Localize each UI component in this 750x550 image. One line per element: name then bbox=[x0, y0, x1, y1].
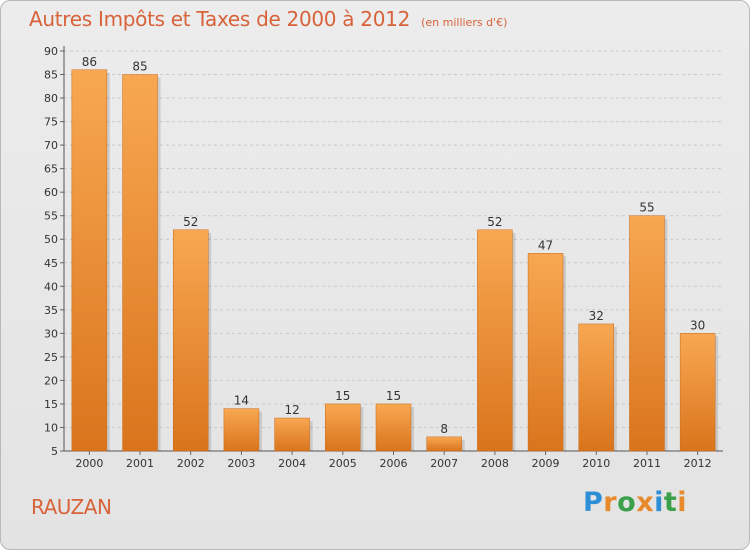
value-label-2007: 8 bbox=[440, 422, 448, 436]
x-tick-label-2009: 2009 bbox=[532, 457, 560, 470]
axes: 5 10 15 20 25 30 35 40 45 50 55 60 65 70 75 80 85 90 2000 2… bbox=[44, 45, 723, 470]
y-tick-label-30: 30 bbox=[44, 327, 58, 340]
bar-2011 bbox=[629, 215, 665, 452]
logo-letter: o bbox=[617, 487, 637, 518]
y-tick-label-35: 35 bbox=[44, 304, 58, 317]
x-tick-label-2012: 2012 bbox=[684, 457, 712, 470]
bar-2010 bbox=[578, 323, 615, 452]
bar-2008 bbox=[477, 229, 513, 452]
bar-2007 bbox=[426, 436, 462, 452]
bar-2000 bbox=[71, 69, 108, 452]
y-tick-label-45: 45 bbox=[44, 257, 58, 270]
y-tick-label-40: 40 bbox=[44, 280, 58, 293]
y-tick-label-85: 85 bbox=[44, 69, 58, 82]
value-labels: 86 85 52 14 12 15 15 8 52 47 32 55 30 bbox=[82, 55, 706, 436]
value-label-2005: 15 bbox=[335, 389, 350, 403]
value-label-2001: 85 bbox=[132, 60, 147, 74]
y-tick-label-20: 20 bbox=[44, 374, 58, 387]
x-tick-label-2002: 2002 bbox=[177, 457, 205, 470]
bar-2012 bbox=[679, 333, 716, 452]
y-tick-label-75: 75 bbox=[44, 116, 58, 129]
x-tick-label-2008: 2008 bbox=[481, 457, 509, 470]
logo-letter: P bbox=[583, 487, 604, 518]
x-tick-label-2010: 2010 bbox=[582, 457, 610, 470]
y-tick-label-70: 70 bbox=[44, 139, 58, 152]
value-label-2000: 86 bbox=[82, 55, 97, 69]
x-tick-label-2011: 2011 bbox=[633, 457, 661, 470]
y-tick-label-60: 60 bbox=[44, 186, 58, 199]
value-label-2011: 55 bbox=[639, 201, 654, 215]
bars bbox=[71, 69, 719, 452]
y-tick-label-5: 5 bbox=[51, 445, 58, 458]
logo-letter: r bbox=[603, 487, 618, 518]
y-tick-label-50: 50 bbox=[44, 233, 58, 246]
bar-2006 bbox=[375, 403, 412, 452]
logo-letter: t bbox=[663, 487, 678, 518]
bar-2003 bbox=[223, 408, 260, 452]
logo-letter: i bbox=[654, 487, 664, 518]
value-label-2009: 47 bbox=[538, 238, 553, 252]
bar-2001 bbox=[122, 74, 158, 452]
title-area: Autres Impôts et Taxes de 2000 à 2012 (e… bbox=[29, 7, 507, 31]
x-tick-label-2006: 2006 bbox=[380, 457, 408, 470]
y-tick-label-80: 80 bbox=[44, 92, 58, 105]
value-label-2012: 30 bbox=[690, 318, 705, 332]
x-tick-label-2001: 2001 bbox=[126, 457, 154, 470]
grid-lines bbox=[64, 50, 723, 428]
y-tick-label-90: 90 bbox=[44, 45, 58, 58]
y-tick-label-65: 65 bbox=[44, 163, 58, 176]
place-name: RAUZAN bbox=[31, 495, 112, 519]
value-label-2004: 12 bbox=[284, 403, 299, 417]
x-tick-label-2004: 2004 bbox=[278, 457, 306, 470]
value-label-2003: 14 bbox=[234, 394, 249, 408]
chart-subtitle: (en milliers d'€) bbox=[421, 16, 508, 29]
bar-2009 bbox=[527, 253, 564, 452]
y-tick-label-25: 25 bbox=[44, 351, 58, 364]
bar-2002 bbox=[172, 229, 209, 452]
value-label-2008: 52 bbox=[487, 215, 502, 229]
value-label-2010: 32 bbox=[589, 309, 604, 323]
y-tick-label-10: 10 bbox=[44, 421, 58, 434]
chart-title: Autres Impôts et Taxes de 2000 à 2012 bbox=[29, 7, 410, 31]
y-tick-label-55: 55 bbox=[44, 210, 58, 223]
bar-2005 bbox=[325, 403, 361, 452]
x-tick-label-2003: 2003 bbox=[227, 457, 255, 470]
bar-2004 bbox=[274, 417, 310, 452]
x-tick-label-2007: 2007 bbox=[430, 457, 458, 470]
y-tick-label-15: 15 bbox=[44, 398, 58, 411]
logo-letter: x bbox=[636, 487, 655, 518]
x-tick-label-2000: 2000 bbox=[75, 457, 103, 470]
proxiti-logo: Proxiti bbox=[583, 487, 687, 518]
value-label-2002: 52 bbox=[183, 215, 198, 229]
x-tick-label-2005: 2005 bbox=[329, 457, 357, 470]
logo-letter: i bbox=[677, 487, 688, 518]
value-label-2006: 15 bbox=[386, 389, 401, 403]
